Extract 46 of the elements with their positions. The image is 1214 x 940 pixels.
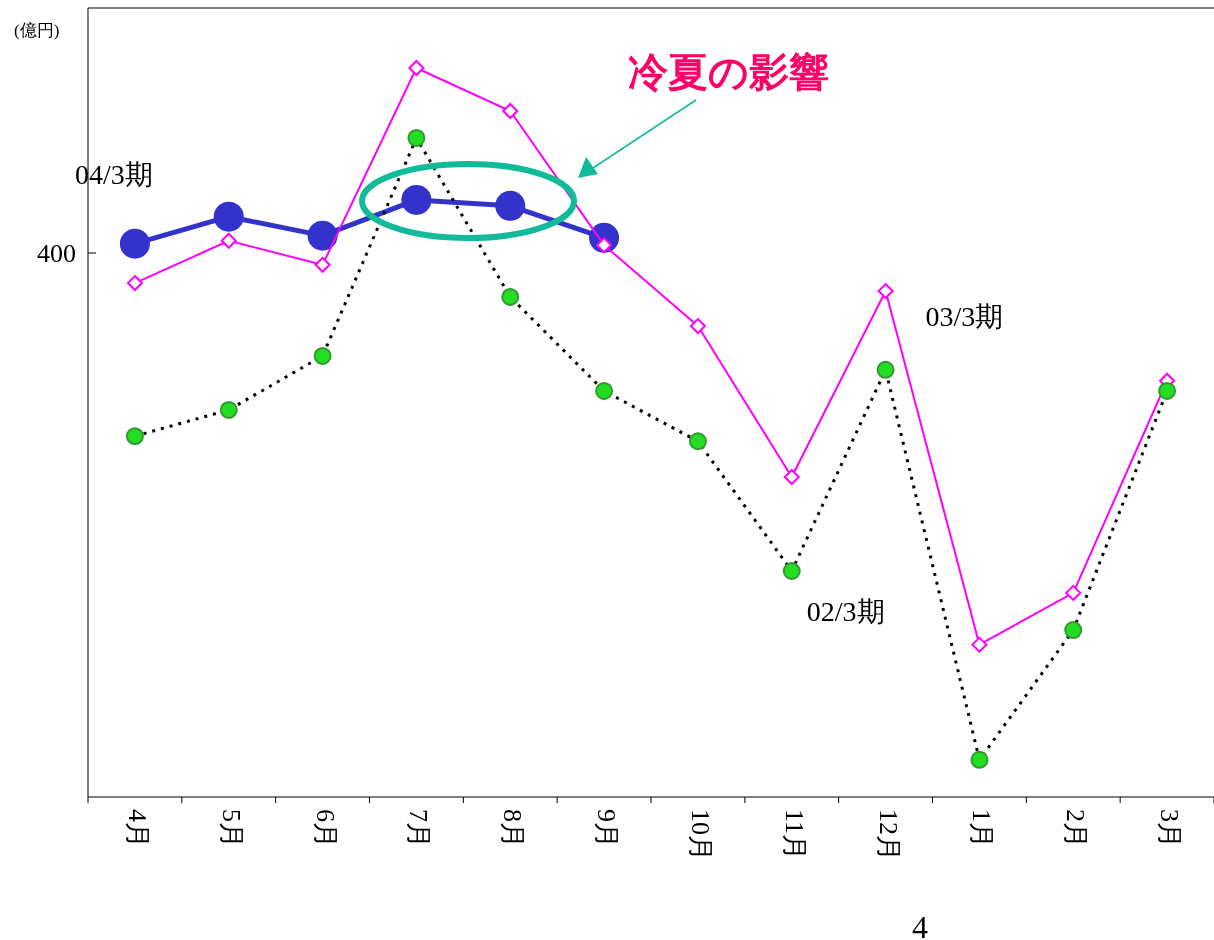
x-tick-label: 8月 xyxy=(498,809,528,848)
point xyxy=(213,201,244,232)
x-tick-label: 3月 xyxy=(1155,809,1185,848)
x-tick-label: 9月 xyxy=(592,809,622,848)
point xyxy=(783,468,800,485)
point xyxy=(314,256,331,273)
series-label: 04/3期 xyxy=(74,158,153,190)
x-tick-label: 5月 xyxy=(216,809,246,848)
y-axis-title: (億円) xyxy=(14,21,60,40)
point xyxy=(408,60,425,76)
point xyxy=(782,562,801,581)
x-tick-label: 7月 xyxy=(404,809,434,848)
point xyxy=(407,128,426,147)
x-tick-label: 1月 xyxy=(967,809,997,848)
point xyxy=(877,283,894,300)
point xyxy=(125,427,144,446)
x-tick-label: 11月 xyxy=(779,809,809,861)
x-tick-label: 10月 xyxy=(685,809,715,861)
series-label: 03/3期 xyxy=(925,301,1004,333)
annotation: 冷夏の影響 xyxy=(627,50,829,95)
point xyxy=(1064,621,1083,640)
point xyxy=(1065,584,1082,601)
point xyxy=(501,287,520,306)
point xyxy=(502,103,519,120)
point xyxy=(689,318,706,335)
x-tick-label: 2月 xyxy=(1061,809,1091,848)
point xyxy=(119,228,150,259)
point xyxy=(1158,381,1177,400)
series-label: 02/3期 xyxy=(806,596,885,628)
x-tick-label: 6月 xyxy=(310,809,340,848)
text: 400 xyxy=(37,239,76,268)
point xyxy=(126,275,143,292)
point xyxy=(688,432,707,451)
point xyxy=(595,381,614,400)
point xyxy=(876,360,895,379)
point xyxy=(220,232,237,249)
x-tick-label: 12月 xyxy=(873,809,903,861)
point xyxy=(307,220,338,251)
point xyxy=(970,750,989,769)
point xyxy=(313,346,332,365)
x-tick-label: 4月 xyxy=(122,809,152,848)
point xyxy=(401,184,432,215)
point xyxy=(495,190,526,221)
text: 4 xyxy=(912,909,928,940)
point xyxy=(219,400,238,419)
point xyxy=(971,636,988,653)
